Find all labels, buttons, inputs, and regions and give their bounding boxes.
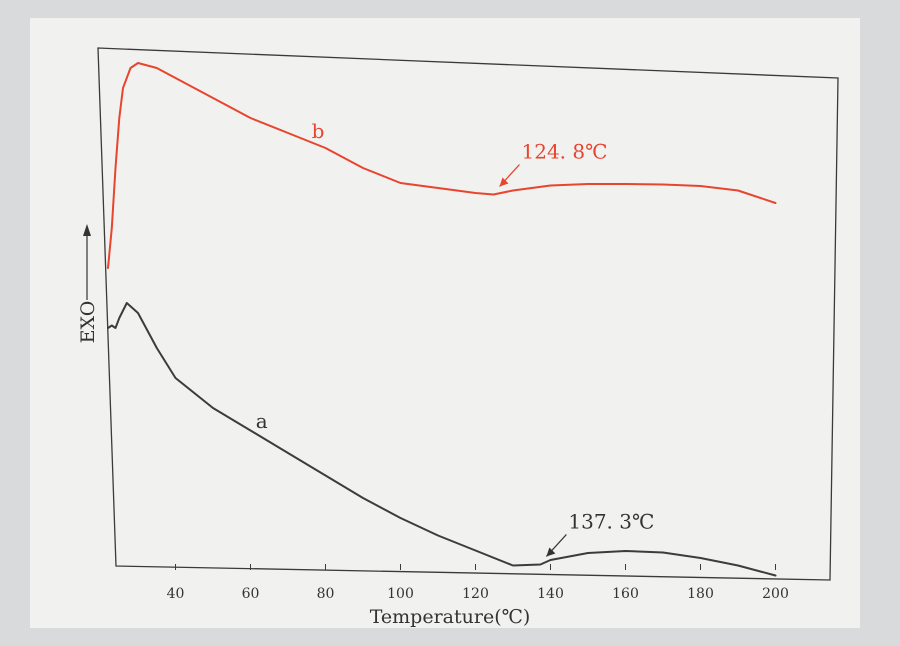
- series-layer: [107, 62, 777, 577]
- x-axis-label: Temperature(℃): [370, 606, 531, 628]
- x-tick-label: 60: [242, 586, 260, 602]
- annotation-arrowhead: [546, 547, 556, 557]
- annotation-label: 124. 8℃: [522, 140, 608, 164]
- y-axis-label: EXO: [77, 301, 99, 344]
- x-tick-label: 200: [762, 586, 789, 602]
- x-tick-label: 160: [612, 586, 639, 602]
- series-line-b: [107, 62, 777, 269]
- x-tick-label: 180: [687, 586, 714, 602]
- x-tick-label: 100: [387, 586, 414, 602]
- x-axis-ticks: 40 60 80 100 120 140 160 180 200: [167, 564, 789, 602]
- annotation-label: 137. 3℃: [568, 510, 654, 534]
- annotation-arrowhead: [499, 177, 509, 187]
- x-tick-label: 40: [167, 586, 185, 602]
- x-tick-label: 120: [462, 586, 489, 602]
- series-label-b: b: [312, 119, 325, 143]
- paper-background: [30, 18, 860, 628]
- series-label-a: a: [256, 409, 268, 433]
- x-tick-label: 80: [317, 586, 335, 602]
- series-line-a: [107, 302, 777, 577]
- annotation-layer: b 124. 8℃ a 137. 3℃: [256, 119, 654, 557]
- y-axis-arrow: [83, 224, 91, 300]
- x-tick-label: 140: [537, 586, 564, 602]
- plot-frame: [97, 47, 839, 581]
